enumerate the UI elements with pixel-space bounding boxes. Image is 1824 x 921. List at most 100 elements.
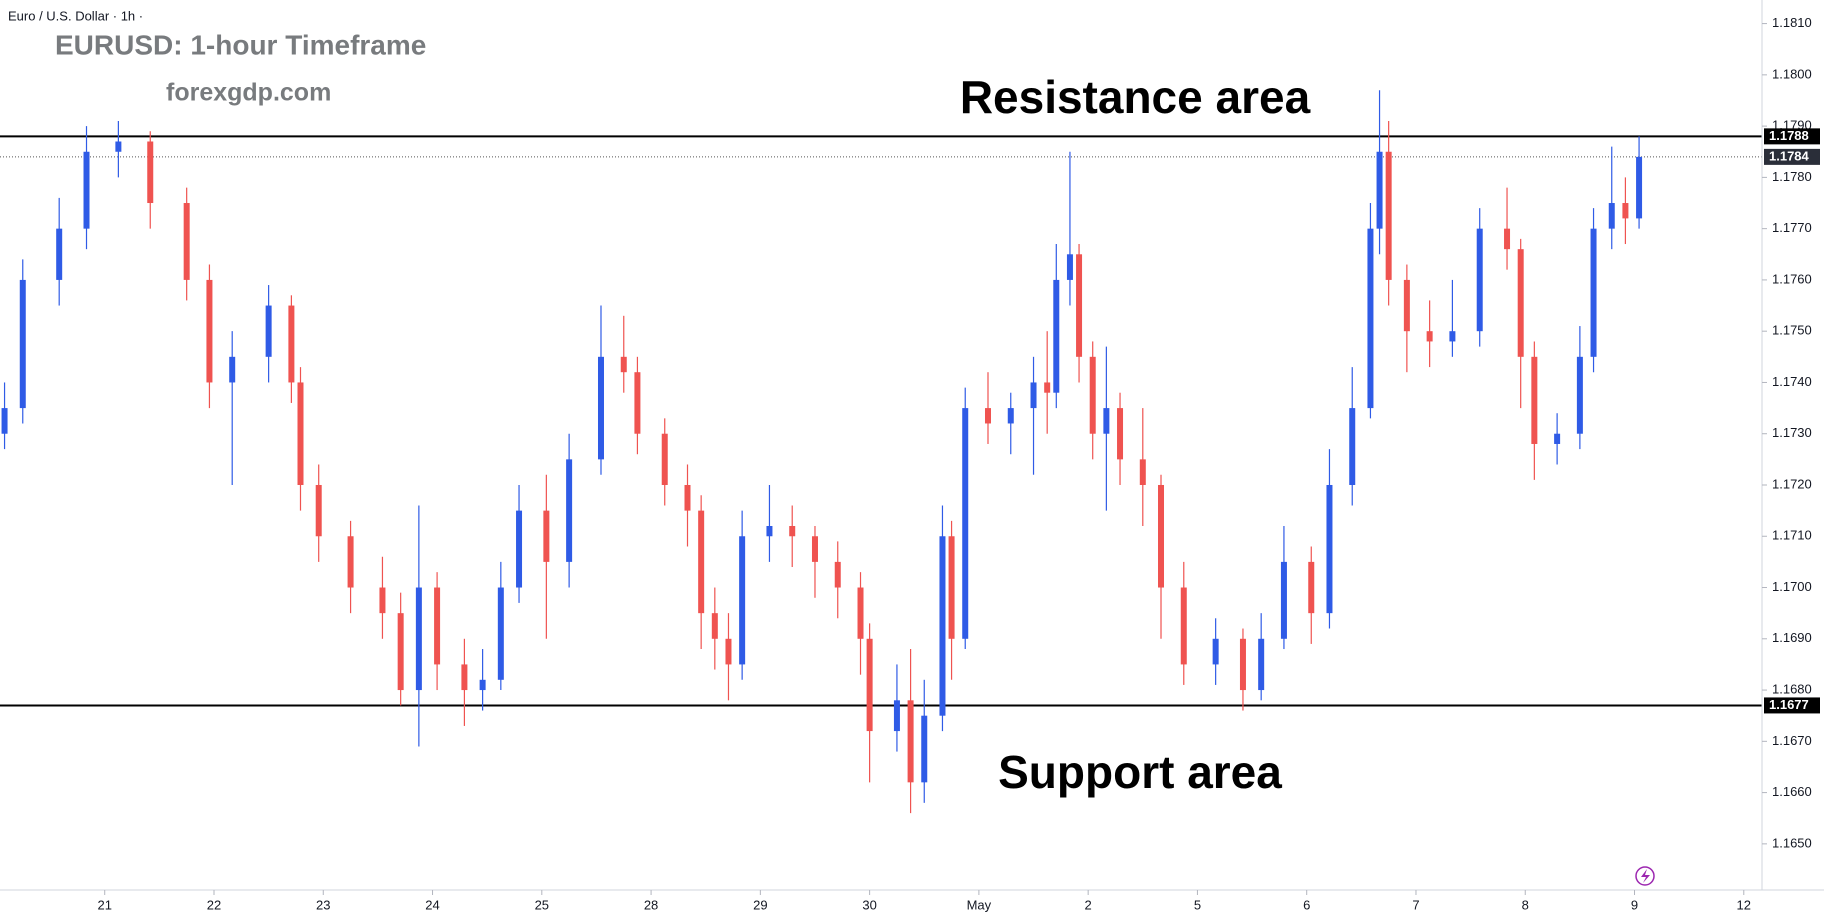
y-tick-label: 1.1670 xyxy=(1772,733,1812,748)
candle-body xyxy=(1280,561,1287,639)
candle-body xyxy=(1367,228,1374,409)
y-tick-label: 1.1760 xyxy=(1772,271,1812,286)
price-level-label: 1.1788 xyxy=(1769,128,1809,143)
candle-body xyxy=(1258,638,1265,691)
y-tick-label: 1.1810 xyxy=(1772,15,1812,30)
candle-body xyxy=(461,664,468,691)
candle-body xyxy=(711,613,718,639)
candle-body xyxy=(147,141,154,204)
y-tick-label: 1.1660 xyxy=(1772,784,1812,799)
candle-body xyxy=(115,141,122,152)
candle-body xyxy=(866,638,873,732)
candle-body xyxy=(789,526,796,537)
candle-body xyxy=(739,536,746,665)
candle-body xyxy=(597,356,604,460)
candle-body xyxy=(379,587,386,614)
candle-body xyxy=(1066,254,1073,280)
candle-body xyxy=(962,408,969,639)
x-tick-label: 28 xyxy=(644,897,658,912)
candle-body xyxy=(620,356,627,373)
candle-body xyxy=(566,459,573,562)
price-level-label: 1.1784 xyxy=(1769,148,1810,163)
candle-body xyxy=(1476,228,1483,332)
price-level-tag xyxy=(1764,148,1820,165)
candle-body xyxy=(1103,408,1110,434)
candle-body xyxy=(1030,382,1037,409)
x-tick-label: 23 xyxy=(316,897,330,912)
y-tick-label: 1.1800 xyxy=(1772,66,1812,81)
candle-body xyxy=(1117,408,1124,460)
candle-body xyxy=(984,408,991,424)
candle-body xyxy=(479,679,486,691)
price-level-tag xyxy=(1764,697,1820,714)
candle-body xyxy=(1212,638,1219,665)
candle-body xyxy=(634,372,641,434)
candle-body xyxy=(229,356,236,383)
candle-body xyxy=(1504,228,1511,250)
candle-body xyxy=(415,587,422,691)
candle-body xyxy=(1517,249,1524,357)
candle-body xyxy=(1622,203,1629,219)
candle-body xyxy=(397,613,404,691)
candle-body xyxy=(1089,356,1096,434)
x-tick-label: 21 xyxy=(97,897,111,912)
x-tick-label: 12 xyxy=(1737,897,1751,912)
candle-body xyxy=(1180,587,1187,665)
candle-body xyxy=(1554,433,1561,444)
candle-body xyxy=(1326,484,1333,614)
alert-icon[interactable] xyxy=(1635,866,1655,886)
candle-body xyxy=(1044,382,1051,393)
x-tick-label: 30 xyxy=(862,897,876,912)
candle-body xyxy=(265,305,272,357)
candle-body xyxy=(19,279,26,409)
candle-body xyxy=(1531,356,1538,444)
y-tick-label: 1.1720 xyxy=(1772,476,1812,491)
candle-body xyxy=(1590,228,1597,357)
plot-area xyxy=(0,90,1762,814)
x-tick-label: 8 xyxy=(1522,897,1529,912)
y-tick-label: 1.1650 xyxy=(1772,835,1812,850)
candle-body xyxy=(1349,408,1356,485)
y-tick-label: 1.1770 xyxy=(1772,220,1812,235)
candle-body xyxy=(893,700,900,732)
candle-body xyxy=(1449,331,1456,342)
candle-body xyxy=(921,715,928,783)
candle-body xyxy=(907,700,914,783)
x-tick-label: 2 xyxy=(1085,897,1092,912)
x-tick-label: 7 xyxy=(1412,897,1419,912)
y-tick-label: 1.1700 xyxy=(1772,579,1812,594)
candle-body xyxy=(1385,151,1392,280)
candle-body xyxy=(434,587,441,665)
price-level-label: 1.1677 xyxy=(1769,697,1809,712)
x-tick-label: 22 xyxy=(207,897,221,912)
chart-title: EURUSD: 1-hour Timeframe xyxy=(55,29,426,60)
candle-body xyxy=(1426,331,1433,342)
annotation: Resistance area xyxy=(960,71,1311,123)
candle-body xyxy=(661,433,668,485)
y-tick-label: 1.1750 xyxy=(1772,323,1812,338)
alert-icon-bolt xyxy=(1641,869,1650,883)
candle-body xyxy=(497,587,504,680)
candle-body xyxy=(1158,484,1165,588)
x-tick-label: 9 xyxy=(1631,897,1638,912)
y-tick-label: 1.1690 xyxy=(1772,630,1812,645)
candle-body xyxy=(516,510,523,588)
x-tick-label: 5 xyxy=(1194,897,1201,912)
candle-body xyxy=(1053,279,1060,393)
candle-body xyxy=(56,228,63,280)
y-tick-label: 1.1740 xyxy=(1772,374,1812,389)
price-level-tag xyxy=(1764,128,1820,145)
candle-body xyxy=(948,536,955,639)
candle-body xyxy=(1608,203,1615,229)
symbol-header: Euro / U.S. Dollar · 1h · xyxy=(8,8,143,23)
candle-body xyxy=(1403,279,1410,332)
y-tick-label: 1.1730 xyxy=(1772,425,1812,440)
candle-body xyxy=(834,561,841,588)
candle-body xyxy=(766,526,773,537)
candle-body xyxy=(1007,408,1014,424)
candle-body xyxy=(811,536,818,562)
annotation: Support area xyxy=(998,746,1282,798)
